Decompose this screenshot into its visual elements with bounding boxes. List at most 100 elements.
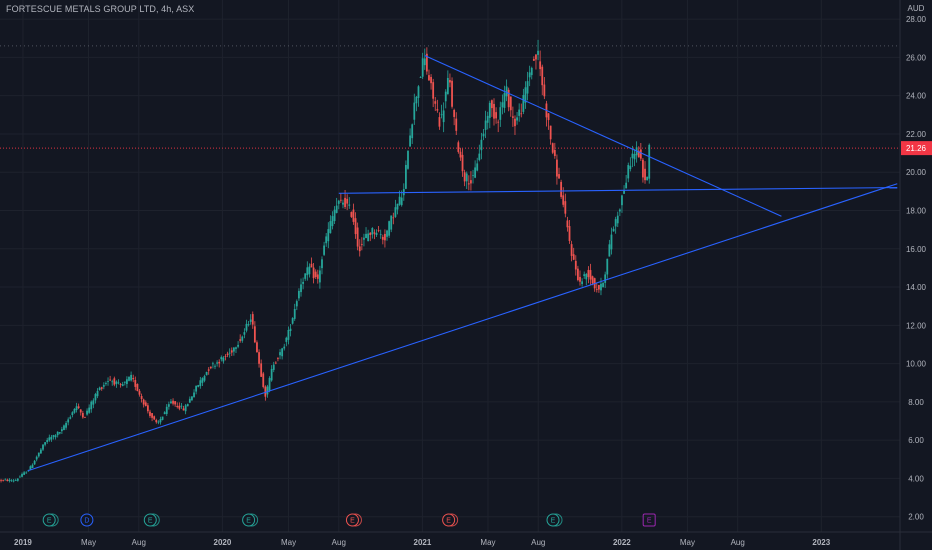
candle	[570, 240, 573, 262]
candle	[136, 383, 139, 392]
candle	[151, 412, 153, 422]
time-tick-label: 2021	[414, 538, 432, 547]
candle	[612, 226, 615, 232]
candle	[230, 347, 233, 357]
candle	[373, 229, 376, 240]
candle	[535, 54, 537, 70]
candle	[109, 375, 112, 382]
candle	[86, 408, 88, 416]
trendlines[interactable]	[27, 54, 898, 472]
candle	[262, 371, 265, 389]
candle	[581, 278, 583, 287]
candle	[497, 119, 500, 133]
event-marker[interactable]: E	[42, 513, 59, 527]
candle	[174, 401, 177, 407]
candle	[42, 444, 44, 451]
candle	[348, 197, 351, 209]
candle	[501, 94, 504, 115]
candle	[543, 77, 546, 100]
event-marker[interactable]: E	[143, 513, 160, 527]
candle	[149, 409, 151, 418]
event-marker[interactable]: E	[442, 513, 459, 527]
candle	[94, 392, 97, 404]
candle	[241, 335, 244, 343]
event-marker[interactable]: E	[242, 513, 259, 527]
candle	[264, 385, 267, 401]
candle	[333, 206, 336, 225]
price-tick-label: 8.00	[908, 398, 924, 407]
candle	[274, 361, 277, 365]
candle	[449, 73, 451, 88]
time-axis[interactable]: 2019 May Aug 2020 May Aug 2021 May Aug 2022 May Aug…	[14, 538, 831, 547]
candle	[482, 129, 485, 141]
candle	[602, 282, 604, 288]
candle	[648, 143, 651, 184]
candle	[352, 203, 355, 225]
candle	[514, 115, 516, 136]
candle	[337, 199, 340, 210]
candle	[191, 396, 193, 401]
candle	[457, 140, 460, 154]
candle	[484, 110, 487, 139]
candle	[459, 147, 462, 161]
candle	[52, 434, 55, 440]
candle	[516, 111, 518, 125]
price-tick-label: 18.00	[906, 207, 927, 216]
candle	[272, 361, 275, 373]
candle	[253, 321, 256, 344]
horizontal-support[interactable]	[338, 186, 898, 194]
rising-trendline[interactable]	[27, 183, 898, 472]
candle	[121, 381, 124, 387]
candle	[392, 212, 395, 225]
price-axis[interactable]: 2.00 4.00 6.00 8.00 10.00 12.00 14.00 16.00 18.0…	[906, 15, 927, 522]
price-tick-label: 20.00	[906, 168, 927, 177]
candle	[371, 227, 374, 239]
reference-lines	[0, 45, 900, 149]
candle	[193, 389, 195, 398]
event-marker[interactable]: D	[80, 513, 94, 527]
candle	[444, 89, 447, 109]
candle	[298, 288, 300, 301]
candle	[220, 355, 223, 362]
candle	[201, 377, 204, 387]
candle	[291, 317, 294, 325]
candle	[237, 341, 239, 349]
candle	[577, 265, 579, 282]
time-tick-label: May	[81, 538, 96, 547]
candle	[610, 227, 613, 255]
event-marker[interactable]: E	[546, 513, 563, 527]
event-marker[interactable]: E	[642, 513, 656, 527]
candle	[140, 393, 143, 403]
candle	[520, 103, 523, 118]
candle	[558, 167, 560, 179]
candle	[117, 379, 120, 385]
candle	[180, 402, 183, 409]
candle	[25, 471, 28, 474]
candle	[107, 377, 109, 386]
candle	[451, 77, 453, 109]
candle	[146, 403, 149, 414]
candle	[113, 376, 116, 387]
candle	[126, 376, 128, 388]
candle	[67, 417, 70, 426]
candle	[142, 398, 145, 408]
candle	[279, 349, 281, 360]
chart-title: FORTESCUE METALS GROUP LTD, 4h, ASX	[6, 4, 195, 14]
candle	[176, 402, 179, 409]
candle	[226, 351, 229, 358]
candle	[564, 193, 567, 218]
event-marker[interactable]: E	[345, 513, 362, 527]
candle	[44, 442, 46, 447]
candle	[509, 96, 512, 117]
candle	[386, 229, 388, 241]
candle	[8, 478, 11, 483]
price-tick-label: 6.00	[908, 436, 924, 445]
candle	[98, 386, 101, 391]
candle	[472, 169, 474, 184]
candle	[589, 263, 592, 286]
candle	[300, 278, 302, 297]
candle	[92, 398, 95, 409]
candle	[293, 303, 296, 321]
